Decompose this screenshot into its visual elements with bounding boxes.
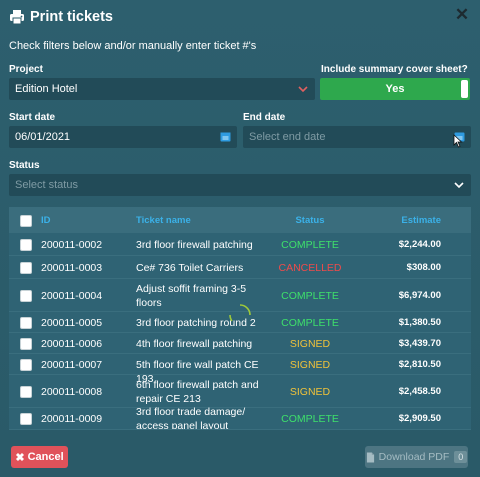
table-row[interactable]: 200011-0005 3rd floor patching round 2 COM… [9, 312, 471, 333]
status-badge: SIGNED [289, 338, 331, 350]
ticket-name: 6th floor firewall patch and repair CE 2… [136, 379, 259, 405]
status-badge: SIGNED [289, 386, 331, 398]
row-checkbox[interactable] [20, 290, 32, 302]
estimate-value: $3,439.70 [398, 338, 441, 349]
summary-cover-toggle[interactable]: Yes [320, 78, 470, 100]
header-id[interactable]: ID [41, 214, 51, 226]
table-header: ID Ticket name Status Estimate [9, 207, 471, 233]
chevron-down-icon [298, 86, 308, 93]
ticket-id: 200011-0006 [41, 338, 103, 350]
project-select[interactable]: Edition Hotel [9, 78, 315, 100]
ticket-name: 3rd floor firewall patching [136, 239, 253, 251]
row-checkbox[interactable] [20, 386, 32, 398]
summary-cover-toggle-label: Yes [385, 83, 405, 95]
table-row[interactable]: 200011-0002 3rd floor firewall patching CO… [9, 233, 471, 256]
row-divider [9, 407, 471, 408]
status-badge: COMPLETE [281, 317, 339, 329]
toggle-knob [461, 80, 468, 98]
calendar-icon[interactable] [220, 131, 231, 142]
estimate-value: $1,380.50 [398, 317, 441, 328]
ticket-id: 200011-0007 [41, 359, 103, 371]
header-estimate[interactable]: Estimate [401, 214, 441, 226]
ticket-id: 200011-0004 [41, 290, 103, 302]
ticket-name: 4th floor firewall patching [136, 338, 253, 350]
cancel-button-label: Cancel [27, 451, 64, 463]
status-select[interactable]: Select status [9, 174, 471, 196]
ticket-name: Adjust soffit framing 3-5 floors [136, 283, 247, 309]
status-badge: SIGNED [289, 359, 331, 371]
header-ticket-name[interactable]: Ticket name [136, 214, 191, 226]
modal-title: Print tickets [30, 9, 113, 25]
table-row[interactable]: 200011-0009 3rd floor trade damage/ acces… [9, 406, 471, 430]
estimate-value: $2,810.50 [398, 359, 441, 370]
estimate-value: $308.00 [406, 262, 441, 273]
project-select-value: Edition Hotel [15, 83, 78, 95]
end-date-placeholder: Select end date [249, 131, 326, 143]
estimate-value: $2,458.50 [398, 386, 441, 397]
row-checkbox[interactable] [20, 239, 32, 251]
header-status[interactable]: Status [295, 214, 325, 226]
ticket-name: Ce# 736 Toilet Carriers [136, 262, 244, 274]
table-row[interactable]: 200011-0006 4th floor firewall patching SI… [9, 333, 471, 354]
start-date-value: 06/01/2021 [15, 131, 71, 143]
table-row[interactable]: 200011-0004 Adjust soffit framing 3-5 flo… [9, 279, 471, 312]
ticket-id: 200011-0003 [41, 262, 103, 274]
end-date-label: End date [243, 112, 286, 123]
row-divider [9, 332, 471, 333]
status-badge: CANCELLED [278, 262, 342, 274]
estimate-value: $2,909.50 [398, 413, 441, 424]
status-badge: COMPLETE [281, 413, 339, 425]
status-select-placeholder: Select status [15, 179, 78, 191]
chevron-down-icon [454, 182, 464, 189]
printer-icon [10, 10, 24, 25]
start-date-label: Start date [9, 112, 56, 123]
row-checkbox[interactable] [20, 317, 32, 329]
selected-count-badge: 0 [454, 451, 468, 463]
mouse-cursor-icon [453, 134, 463, 148]
start-date-input[interactable]: 06/01/2021 [9, 126, 237, 148]
loading-spinner-icon [229, 304, 251, 322]
row-divider [9, 278, 471, 279]
row-divider [9, 429, 471, 430]
ticket-id: 200011-0002 [41, 239, 103, 251]
file-pdf-icon [366, 452, 374, 462]
select-all-checkbox[interactable] [20, 215, 32, 227]
row-divider [9, 311, 471, 312]
row-divider [9, 353, 471, 354]
status-label: Status [9, 160, 40, 171]
ticket-id: 200011-0009 [41, 413, 103, 425]
ticket-name: 5th floor fire wall patch CE 193 [136, 359, 259, 385]
table-row[interactable]: 200011-0007 5th floor fire wall patch CE … [9, 354, 471, 385]
row-checkbox[interactable] [20, 338, 32, 350]
cancel-button[interactable]: ✖ Cancel [11, 446, 68, 468]
ticket-name: 3rd floor patching round 2 [136, 317, 256, 329]
close-icon[interactable]: ✕ [454, 5, 470, 24]
modal-header: Print tickets ✕ [9, 5, 470, 27]
ticket-id: 200011-0008 [41, 386, 103, 398]
table-row[interactable]: 200011-0008 6th floor firewall patch and … [9, 375, 471, 408]
status-badge: COMPLETE [281, 239, 339, 251]
summary-cover-label: Include summary cover sheet? [321, 64, 468, 75]
tickets-table: ID Ticket name Status Estimate 200011-00… [9, 207, 471, 430]
project-label: Project [9, 64, 43, 75]
download-pdf-button[interactable]: Download PDF 0 [365, 446, 468, 468]
x-icon: ✖ [15, 451, 25, 464]
row-divider [9, 374, 471, 375]
ticket-name: 3rd floor trade damage/ access panel lay… [136, 406, 246, 430]
row-divider [9, 255, 471, 256]
estimate-value: $6,974.00 [398, 290, 441, 301]
table-row[interactable]: 200011-0003 Ce# 736 Toilet Carriers CANCEL… [9, 256, 471, 279]
status-badge: COMPLETE [281, 290, 339, 302]
estimate-value: $2,244.00 [398, 239, 441, 250]
row-checkbox[interactable] [20, 413, 32, 425]
end-date-input[interactable]: Select end date [243, 126, 471, 148]
row-checkbox[interactable] [20, 359, 32, 371]
instructions-text: Check filters below and/or manually ente… [9, 40, 257, 52]
row-checkbox[interactable] [20, 262, 32, 274]
download-pdf-label: Download PDF [378, 451, 450, 463]
ticket-id: 200011-0005 [41, 317, 103, 329]
